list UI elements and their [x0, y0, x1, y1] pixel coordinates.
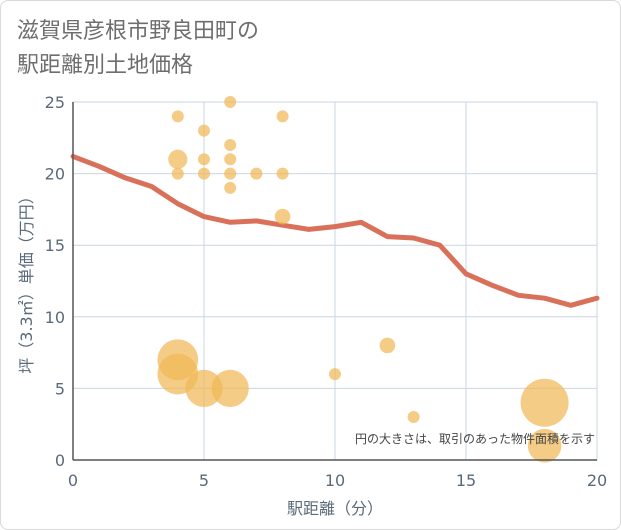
data-bubble [379, 337, 396, 354]
data-bubble [198, 167, 210, 180]
y-axis-label: 坪（3.3㎡）単価（万円） [17, 188, 36, 373]
y-tick-label: 25 [45, 93, 65, 112]
data-bubble [407, 411, 420, 424]
size-legend-note: 円の大きさは、取引のあった物件面積を示す [355, 431, 595, 446]
data-bubble [171, 167, 184, 180]
y-tick-label: 5 [55, 379, 65, 398]
data-bubble [185, 369, 223, 407]
data-bubble [276, 167, 289, 180]
x-axis-label: 駅距離（分） [287, 499, 383, 518]
data-bubble [520, 378, 569, 427]
x-tick-label: 15 [456, 471, 476, 490]
x-tick-label: 5 [199, 471, 209, 490]
x-tick-label: 20 [587, 471, 607, 490]
y-tick-label: 15 [45, 236, 65, 255]
axes [72, 102, 597, 461]
trend-layer [70, 153, 600, 308]
data-bubble [276, 110, 289, 123]
chart-title: 滋賀県彦根市野良田町の 駅距離別土地価格 [17, 15, 417, 83]
y-tick-label: 10 [45, 308, 65, 327]
data-bubble [211, 369, 249, 407]
chart-title-line-1: 滋賀県彦根市野良田町の [17, 19, 260, 44]
bubble-layer [157, 96, 569, 463]
data-bubble [527, 428, 562, 463]
data-bubble [224, 167, 237, 180]
y-tick-label: 0 [55, 451, 65, 470]
data-bubble [329, 368, 341, 381]
data-bubble [171, 110, 184, 123]
data-bubble [224, 153, 237, 166]
grid-lines [72, 101, 598, 461]
data-bubble [224, 96, 237, 108]
y-tick-label: 20 [45, 165, 65, 184]
x-tick-label: 10 [325, 471, 345, 490]
chart-title-line-2: 駅距離別土地価格 [17, 53, 194, 78]
data-bubble [224, 138, 237, 151]
tick-labels: 0 5 10 15 20 0 5 10 15 20 25 [45, 93, 608, 490]
data-bubble [224, 181, 237, 194]
x-tick-label: 0 [68, 471, 78, 490]
data-bubble [198, 153, 210, 166]
data-bubble [198, 124, 210, 137]
data-bubble [168, 149, 188, 169]
trend-line [70, 153, 600, 308]
data-bubble [274, 208, 291, 225]
data-bubble [250, 167, 263, 180]
